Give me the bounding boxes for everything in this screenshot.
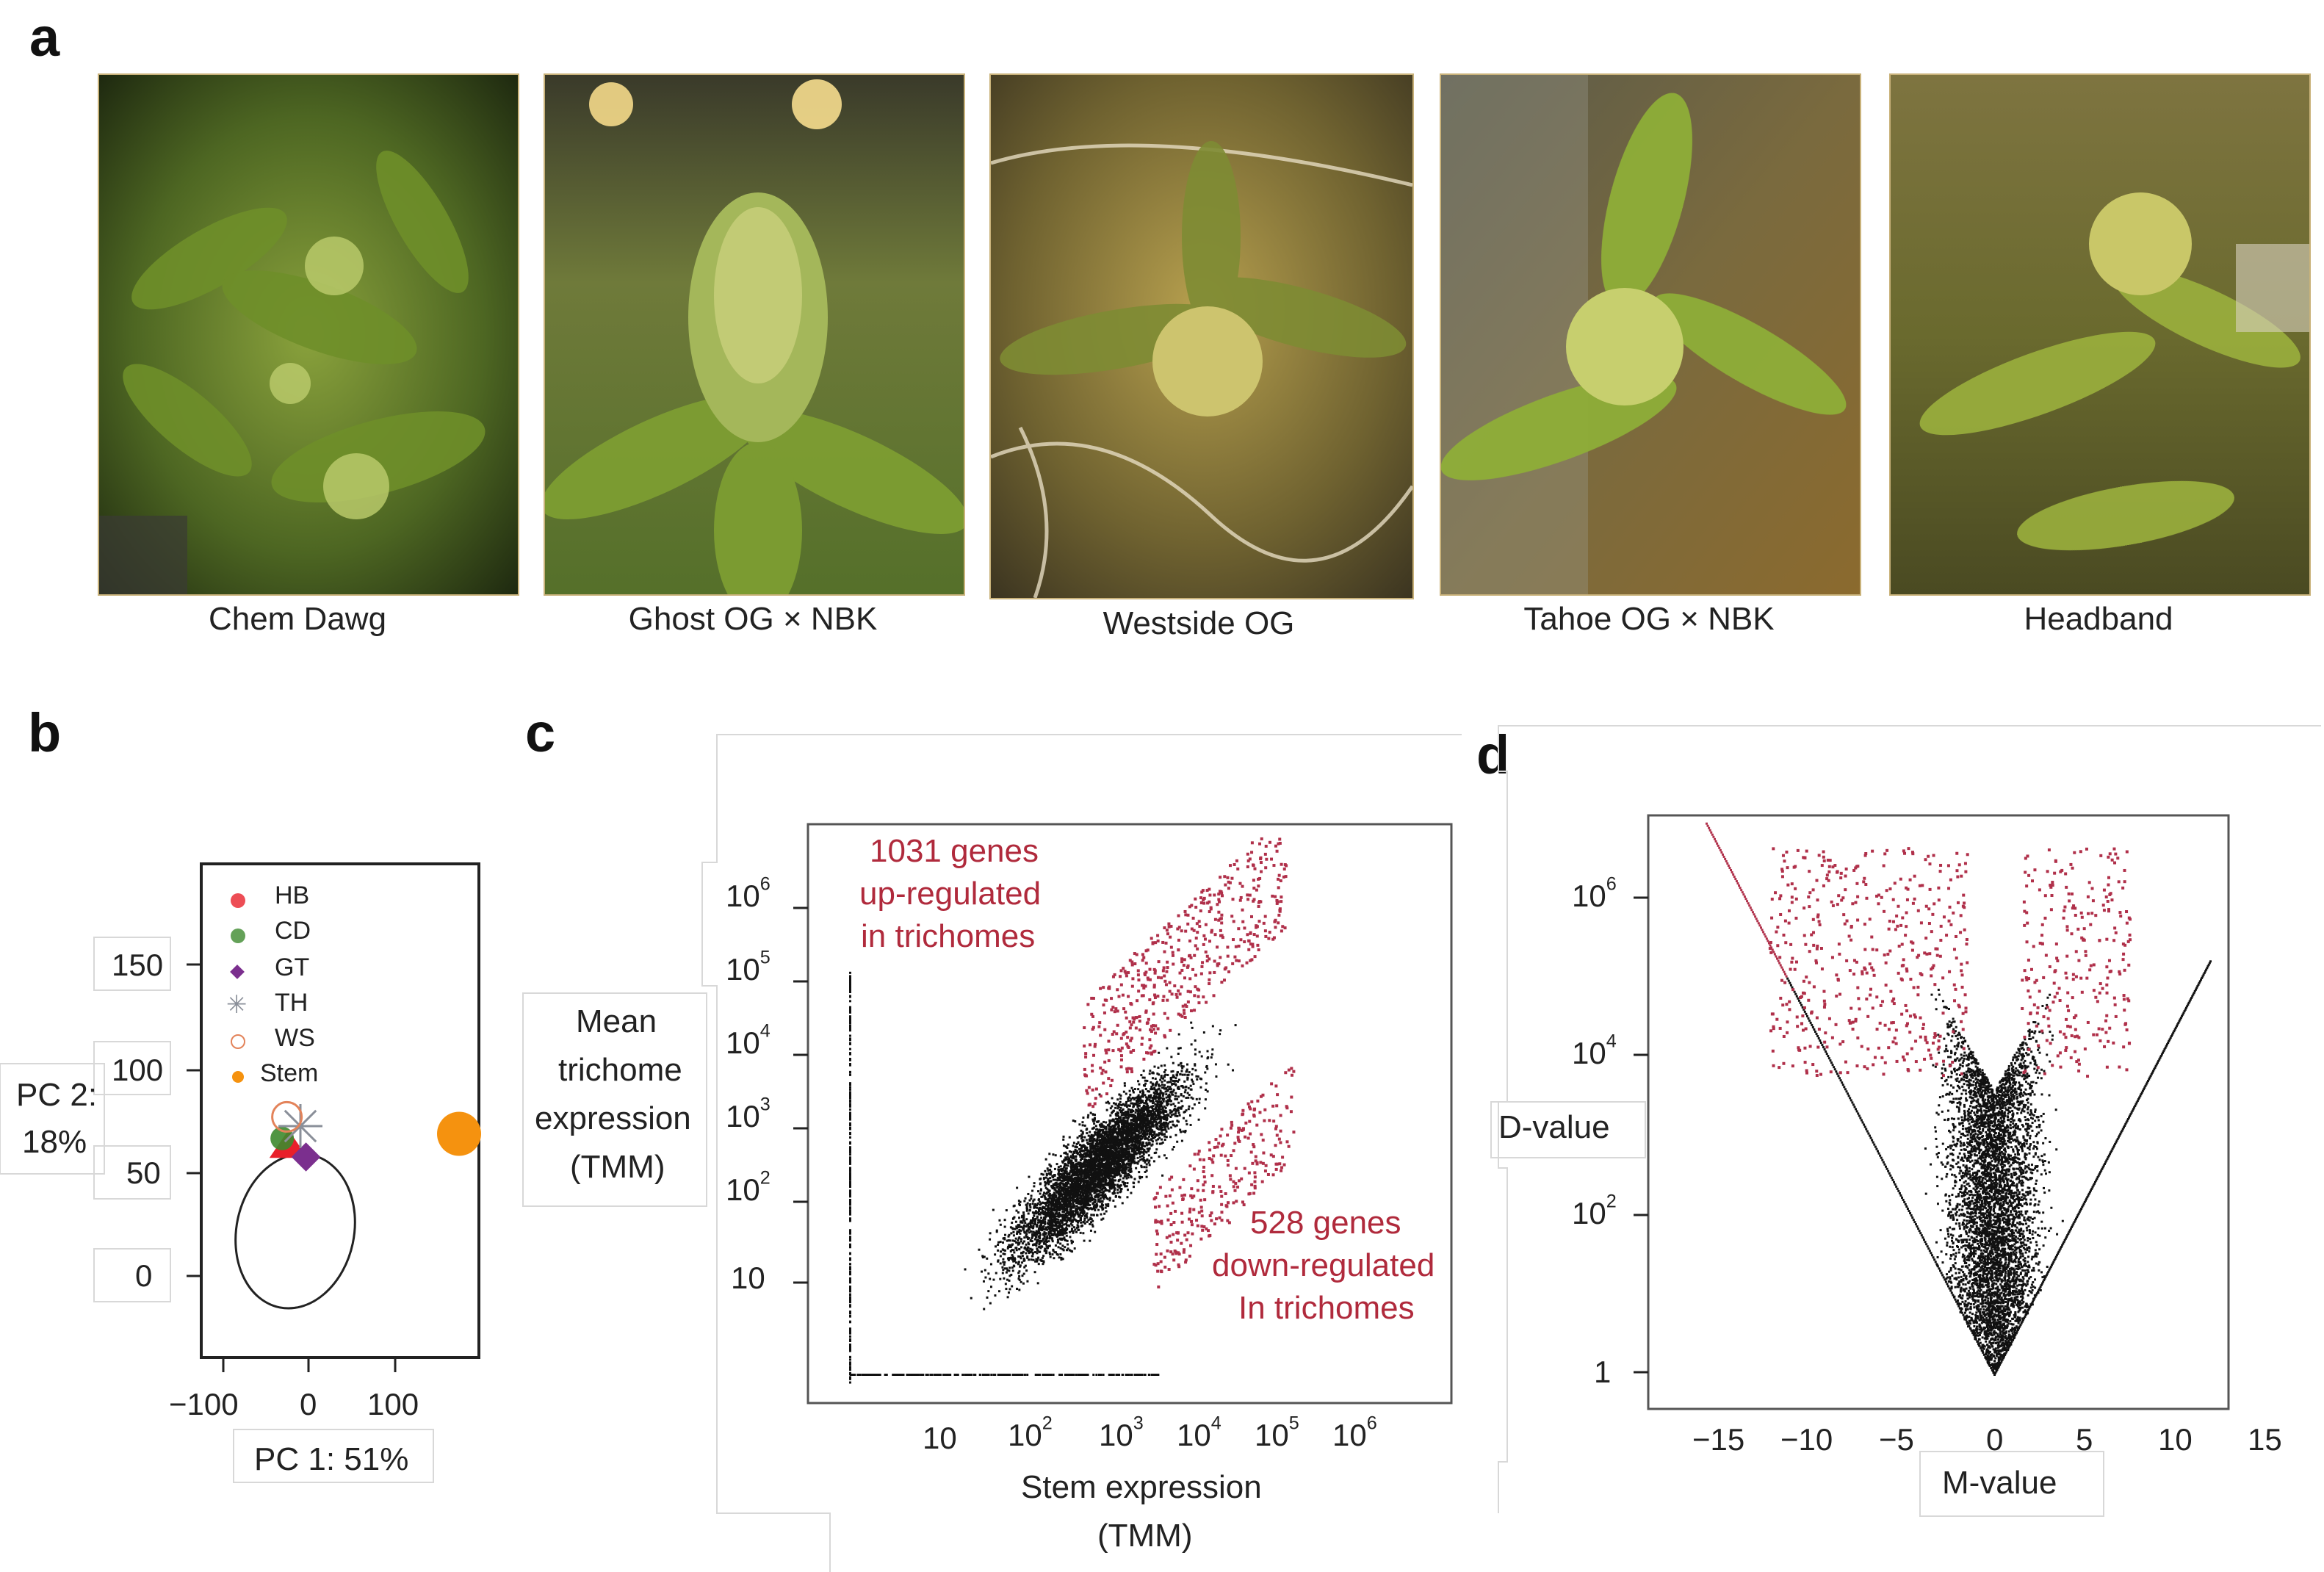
pca-xlabel: PC 1: 51% bbox=[254, 1441, 409, 1477]
plot-d-xtick: 0 bbox=[1986, 1422, 2004, 1457]
pca-ytick-label: 0 bbox=[135, 1258, 153, 1293]
md-plot bbox=[1647, 814, 2230, 1410]
plot-c-ylabel-4: (TMM) bbox=[570, 1149, 665, 1185]
pca-ytick-label: 50 bbox=[126, 1155, 161, 1190]
legend-marker bbox=[231, 929, 245, 943]
photo-caption-chem-dawg: Chem Dawg bbox=[208, 601, 387, 637]
plot-c-xlabel-2: (TMM) bbox=[1097, 1518, 1193, 1554]
legend-marker bbox=[232, 1071, 244, 1083]
up-regulated-annotation-3: in trichomes bbox=[861, 918, 1036, 954]
up-regulated-annotation-2: up-regulated bbox=[859, 876, 1042, 912]
photo-caption-westside-og: Westside OG bbox=[1103, 605, 1295, 641]
star-icon: ✳ bbox=[226, 991, 248, 1019]
plot-c-ytick: 10 bbox=[731, 1261, 765, 1295]
plot-d-ytick: 106 bbox=[1572, 873, 1617, 913]
trichome-stem-plot bbox=[806, 823, 1453, 1405]
plot-c-ytick: 105 bbox=[726, 947, 771, 987]
down-regulated-annotation-3: In trichomes bbox=[1238, 1290, 1415, 1326]
plot-c-xtick: 106 bbox=[1332, 1413, 1377, 1452]
down-regulated-annotation-1: 528 genes bbox=[1250, 1205, 1401, 1241]
pca-xtick-label: 0 bbox=[300, 1387, 317, 1421]
plot-d-ytick: 1 bbox=[1594, 1355, 1612, 1389]
plot-d-xlabel: M-value bbox=[1942, 1465, 2057, 1501]
plot-c-xlabel-1: Stem expression bbox=[1021, 1469, 1262, 1505]
plot-c-xtick: 10 bbox=[923, 1421, 957, 1455]
plot-c-ylabel-2: trichome bbox=[558, 1052, 682, 1088]
pca-plot-area bbox=[234, 1100, 481, 1310]
plot-c-ytick: 102 bbox=[726, 1167, 771, 1207]
photo-caption-ghost-og-nbk: Ghost OG × NBK bbox=[628, 601, 878, 637]
plant-photo-tahoe-og-nbk bbox=[1440, 73, 1861, 596]
legend-marker bbox=[231, 893, 245, 908]
up-regulated-annotation-1: 1031 genes bbox=[870, 833, 1039, 869]
pca-ylabel-line1: PC 2: bbox=[16, 1077, 98, 1113]
plot-d-xtick: 15 bbox=[2248, 1422, 2282, 1457]
plot-c-ytick: 103 bbox=[726, 1094, 771, 1133]
plot-d-xtick: 5 bbox=[2076, 1422, 2093, 1457]
legend-marker bbox=[231, 1034, 245, 1049]
photo-caption-headband: Headband bbox=[2024, 601, 2173, 637]
plot-c-ytick: 106 bbox=[726, 873, 771, 913]
plot-c-xtick: 103 bbox=[1099, 1413, 1144, 1452]
plot-c-xtick: 102 bbox=[1008, 1413, 1053, 1452]
panel-label-b: b bbox=[28, 702, 62, 763]
plot-d-ytick: 104 bbox=[1572, 1031, 1617, 1070]
plant-photo-ghost-og-nbk bbox=[544, 73, 965, 596]
plot-d-ytick: 102 bbox=[1572, 1191, 1617, 1230]
pca-plot-frame bbox=[200, 862, 480, 1359]
pca-y-ticks bbox=[187, 963, 397, 1372]
plot-c-ylabel-1: Mean bbox=[576, 1003, 657, 1039]
pca-point-ws bbox=[271, 1100, 303, 1133]
plot-d-ylabel: D-value bbox=[1498, 1109, 1610, 1145]
panel-label-c: c bbox=[525, 702, 556, 763]
plot-c-xtick: 104 bbox=[1177, 1413, 1221, 1452]
plant-photo-westside-og bbox=[989, 73, 1414, 599]
plot-d-xtick: −15 bbox=[1692, 1422, 1745, 1457]
plot-d-xtick: 10 bbox=[2158, 1422, 2193, 1457]
pca-point-stem bbox=[437, 1111, 481, 1156]
plant-photo-headband bbox=[1889, 73, 2311, 596]
pca-ytick-label: 150 bbox=[112, 948, 164, 982]
pca-xtick-label: −100 bbox=[169, 1387, 239, 1421]
plot-c-ytick: 104 bbox=[726, 1020, 771, 1060]
plot-c-ylabel-3: expression bbox=[535, 1100, 691, 1136]
panel-label-a: a bbox=[29, 7, 60, 68]
plant-photo-chem-dawg bbox=[98, 73, 519, 596]
plot-d-xtick: −10 bbox=[1780, 1422, 1833, 1457]
down-regulated-annotation-2: down-regulated bbox=[1212, 1247, 1435, 1283]
photo-caption-tahoe-og-nbk: Tahoe OG × NBK bbox=[1523, 601, 1775, 637]
pca-ylabel-line2: 18% bbox=[22, 1124, 87, 1160]
plot-c-xtick: 105 bbox=[1255, 1413, 1299, 1452]
panel-label-d: d bbox=[1476, 724, 1510, 785]
plot-d-xtick: −5 bbox=[1879, 1422, 1914, 1457]
pca-xtick-label: 100 bbox=[367, 1387, 419, 1421]
pca-ytick-label: 100 bbox=[112, 1053, 164, 1087]
